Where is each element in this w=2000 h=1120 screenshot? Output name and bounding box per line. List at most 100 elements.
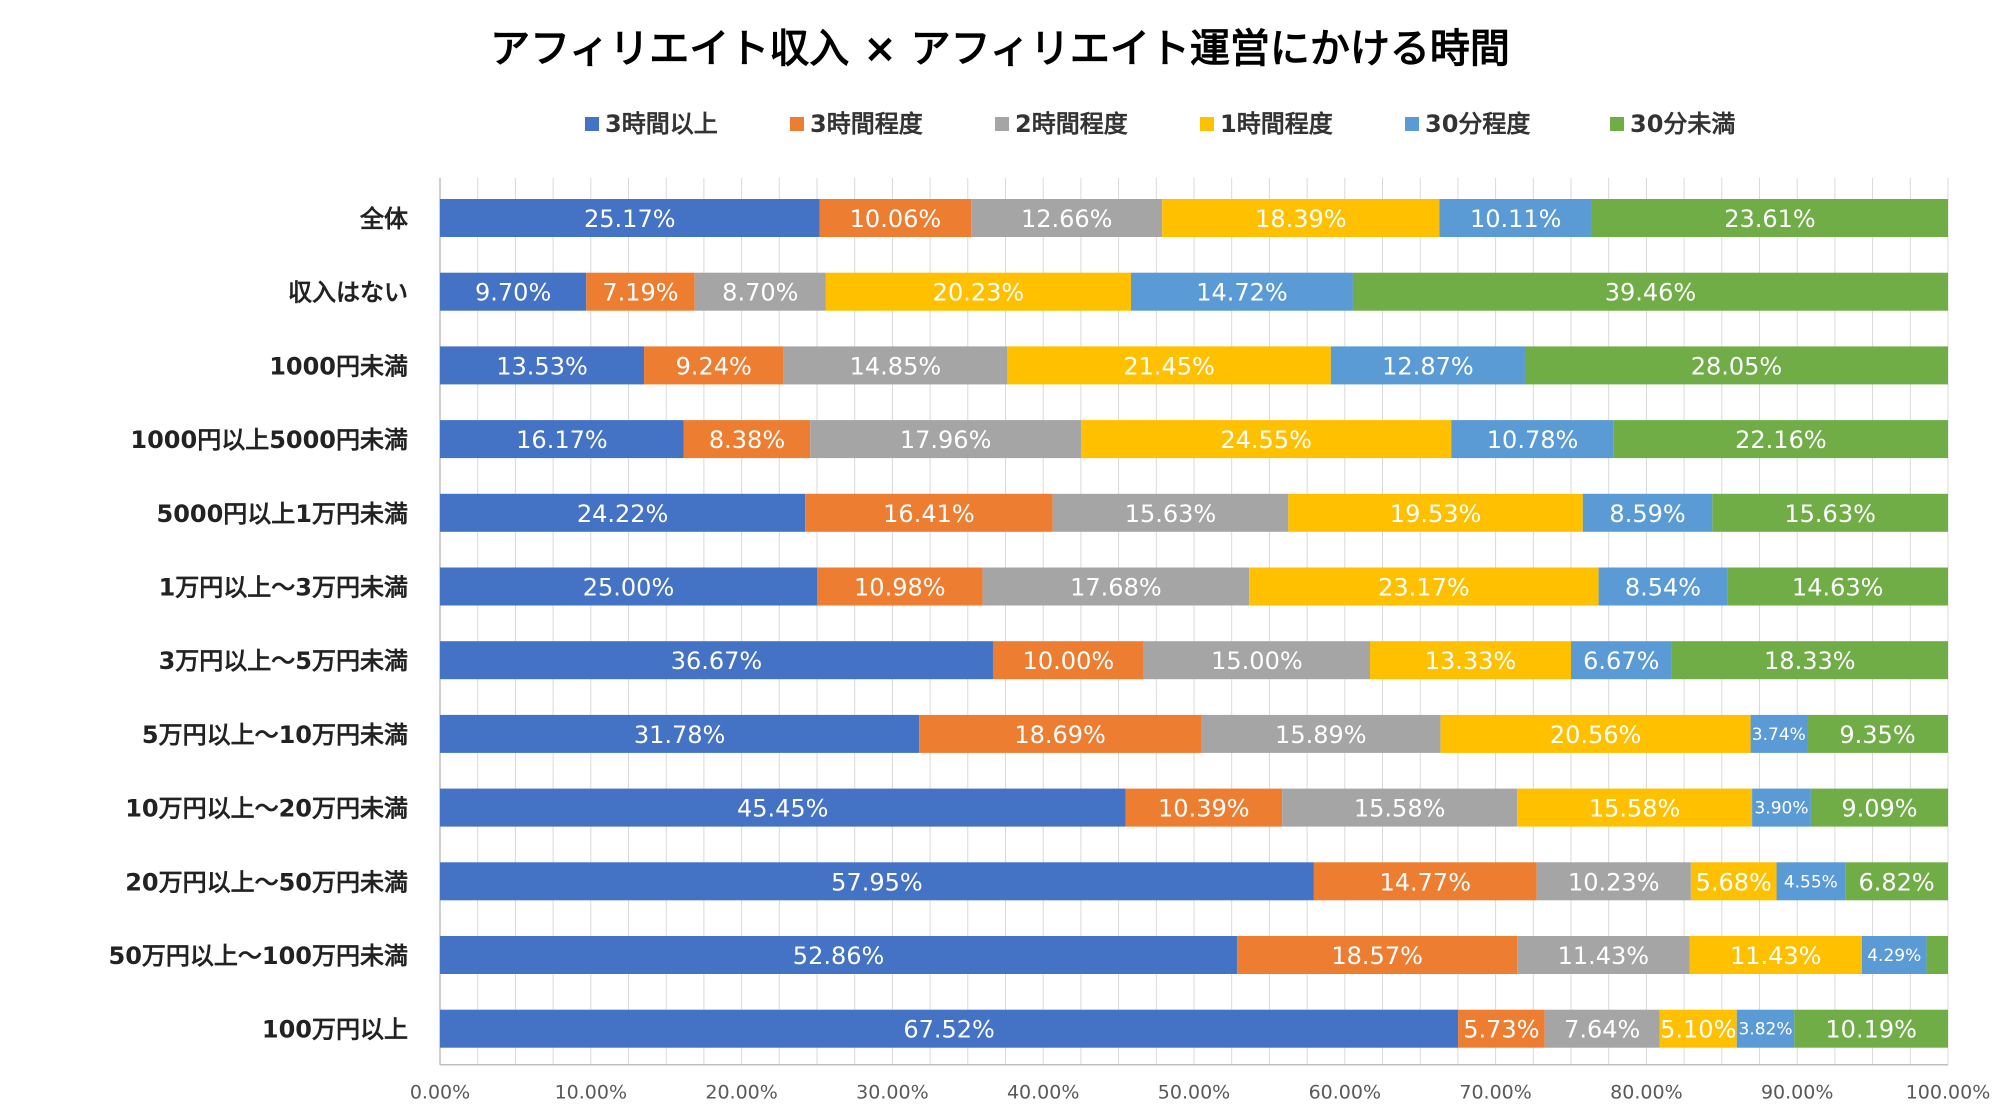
bar-segment — [1810, 788, 1948, 827]
bar-segment — [1288, 493, 1583, 532]
bar-segment — [1330, 346, 1525, 385]
bar-data-label: 31.78% — [634, 721, 726, 749]
bar-segment — [440, 346, 645, 385]
bar-segment — [440, 788, 1126, 827]
bar-segment — [1613, 420, 1948, 459]
bar-data-label: 9.35% — [1839, 721, 1915, 749]
bar-segment — [1282, 788, 1518, 827]
bar-data-label: 28.05% — [1691, 352, 1783, 380]
bar-segment — [1727, 567, 1948, 606]
chart-legend: 3時間以上 3時間程度 2時間程度 1時間程度 30分程度 30分未満 — [585, 110, 1735, 138]
bar-segment — [1517, 936, 1690, 974]
bar-segment — [1352, 272, 1948, 311]
bar-data-label: 10.39% — [1158, 795, 1250, 823]
bar-segment — [1752, 788, 1811, 827]
bar-data-label: 7.64% — [1564, 1016, 1640, 1044]
bar-data-label: 5.73% — [1463, 1016, 1539, 1044]
legend-swatch — [1405, 117, 1419, 131]
category-label: 3万円以上～5万円未満 — [159, 647, 408, 675]
bar-segment — [1081, 420, 1452, 459]
bar-data-label: 8.70% — [722, 279, 798, 307]
bar-data-label: 16.17% — [516, 426, 608, 454]
bar-segment — [1582, 493, 1713, 532]
bar-segment — [1845, 862, 1948, 901]
bar-data-label: 17.96% — [900, 426, 992, 454]
bar-data-label: 12.66% — [1021, 205, 1113, 233]
bar-segment — [1007, 346, 1331, 385]
bar-data-label: 15.63% — [1125, 500, 1217, 528]
bar-data-label: 24.22% — [577, 500, 669, 528]
bar-segment — [1671, 641, 1948, 680]
bar-segment — [440, 420, 684, 459]
bar-data-label: 9.24% — [676, 352, 752, 380]
bar-segment — [805, 493, 1053, 532]
category-label: 1000円以上5000円未満 — [130, 426, 408, 454]
category-label: 5万円以上～10万円未満 — [142, 721, 408, 749]
bar-data-label: 13.33% — [1425, 647, 1517, 675]
bar-segment — [1861, 936, 1927, 974]
bar-segment — [1690, 862, 1777, 901]
bar-data-label: 9.09% — [1841, 795, 1917, 823]
bar-segment — [1659, 1009, 1737, 1048]
bar-segment — [440, 862, 1314, 901]
bar-data-label: 45.45% — [737, 795, 829, 823]
legend-swatch — [995, 117, 1009, 131]
legend-swatch — [1610, 117, 1624, 131]
bar-data-label: 14.72% — [1196, 279, 1288, 307]
category-label: 全体 — [359, 205, 409, 233]
bar-segment — [440, 272, 587, 311]
bar-data-label: 21.45% — [1123, 352, 1215, 380]
x-tick-label: 90.00% — [1761, 1082, 1833, 1104]
bar-data-label: 8.59% — [1609, 500, 1685, 528]
bar-segment — [1143, 641, 1370, 680]
bar-segment — [1807, 714, 1948, 753]
bar-segment — [1451, 420, 1614, 459]
bar-data-label: 18.39% — [1255, 205, 1347, 233]
bar-segment — [1237, 936, 1518, 974]
bar-data-label: 25.17% — [584, 205, 676, 233]
bar-segment — [1750, 714, 1808, 753]
legend-label: 30分未満 — [1630, 110, 1735, 138]
legend-label: 1時間程度 — [1220, 110, 1334, 138]
bar-data-label: 14.77% — [1379, 868, 1471, 896]
bar-data-label: 24.55% — [1220, 426, 1312, 454]
bar-data-label: 13.53% — [496, 352, 588, 380]
bar-segment — [440, 936, 1238, 974]
bar-segment — [586, 272, 695, 311]
bar-data-label: 8.38% — [709, 426, 785, 454]
legend-swatch — [790, 117, 804, 131]
bar-data-label: 15.58% — [1589, 795, 1681, 823]
bar-data-label: 10.78% — [1487, 426, 1579, 454]
bar-data-label: 6.67% — [1583, 647, 1659, 675]
bar-data-label: 25.00% — [583, 574, 675, 602]
bar-segment — [1591, 199, 1948, 237]
bar-segment — [919, 714, 1202, 753]
category-label: 10万円以上～20万円未満 — [125, 795, 408, 823]
bar-data-label: 10.19% — [1825, 1016, 1917, 1044]
bar-data-label: 23.61% — [1724, 205, 1816, 233]
bar-segment — [1517, 788, 1753, 827]
x-tick-label: 70.00% — [1459, 1082, 1531, 1104]
legend-swatch — [1200, 117, 1214, 131]
bar-segment — [982, 567, 1250, 606]
chart-bars: 25.17% 10.06% 12.66% 18.39% 10.11% 23.61% 9.70… — [440, 199, 1948, 1048]
bar-data-label: 14.63% — [1792, 574, 1884, 602]
bar-data-label: 3.74% — [1752, 725, 1806, 745]
category-label: 収入はない — [288, 279, 408, 307]
x-tick-label: 60.00% — [1309, 1082, 1381, 1104]
category-label: 20万円以上～50万円未満 — [125, 868, 408, 896]
bar-segment — [440, 714, 920, 753]
bar-segment — [1313, 862, 1537, 901]
bar-data-label: 57.95% — [831, 868, 923, 896]
bar-segment — [440, 641, 993, 680]
bar-data-label: 18.33% — [1764, 647, 1856, 675]
bar-segment — [440, 199, 820, 237]
bar-segment — [1736, 1009, 1795, 1048]
bar-segment — [817, 567, 983, 606]
legend-label: 2時間程度 — [1015, 110, 1129, 138]
x-tick-label: 0.00% — [410, 1082, 470, 1104]
bar-data-label: 20.23% — [933, 279, 1025, 307]
legend-label: 3時間以上 — [605, 110, 718, 138]
